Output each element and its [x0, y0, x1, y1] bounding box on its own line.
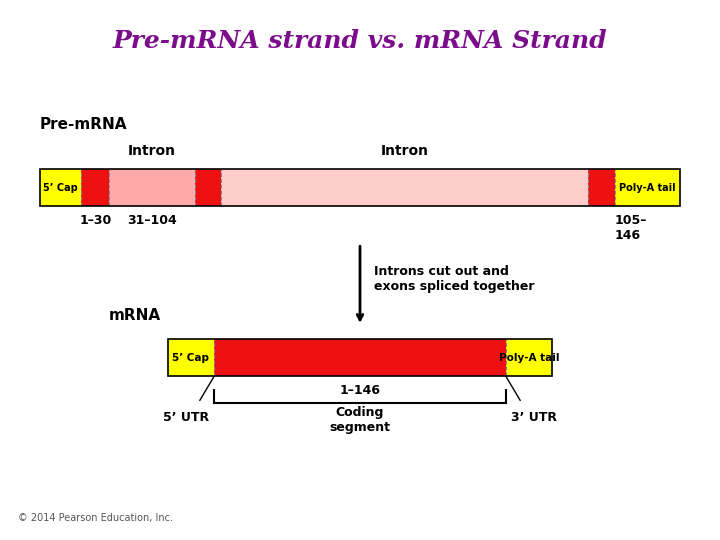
Text: Intron: Intron: [128, 144, 176, 158]
Bar: [109, 169, 195, 206]
Text: 1–30: 1–30: [79, 214, 112, 227]
Bar: [615, 169, 680, 206]
Bar: [40, 169, 81, 206]
Text: Intron: Intron: [380, 144, 428, 158]
Text: Coding
segment: Coding segment: [330, 406, 390, 434]
Bar: [195, 169, 221, 206]
Text: 5’ Cap: 5’ Cap: [173, 353, 210, 363]
Bar: [506, 339, 552, 376]
Bar: [168, 339, 552, 376]
Text: © 2014 Pearson Education, Inc.: © 2014 Pearson Education, Inc.: [19, 512, 174, 523]
Bar: [168, 339, 214, 376]
Text: 3’ UTR: 3’ UTR: [511, 411, 557, 424]
Text: 105–
146: 105– 146: [615, 214, 647, 242]
Bar: [588, 169, 615, 206]
Text: Poly-A tail: Poly-A tail: [499, 353, 559, 363]
Bar: [214, 339, 506, 376]
Text: Pre-mRNA: Pre-mRNA: [40, 117, 127, 132]
Text: 1–146: 1–146: [340, 384, 380, 397]
Text: 31–104: 31–104: [127, 214, 177, 227]
Text: mRNA: mRNA: [109, 308, 161, 323]
Bar: [40, 169, 680, 206]
Text: Poly-A tail: Poly-A tail: [619, 183, 676, 193]
Text: 5’ UTR: 5’ UTR: [163, 411, 209, 424]
Text: Introns cut out and
exons spliced together: Introns cut out and exons spliced togeth…: [374, 265, 535, 293]
Text: Pre-mRNA strand vs. mRNA Strand: Pre-mRNA strand vs. mRNA Strand: [113, 29, 607, 53]
Bar: [81, 169, 109, 206]
Bar: [221, 169, 588, 206]
Text: 5’ Cap: 5’ Cap: [43, 183, 78, 193]
